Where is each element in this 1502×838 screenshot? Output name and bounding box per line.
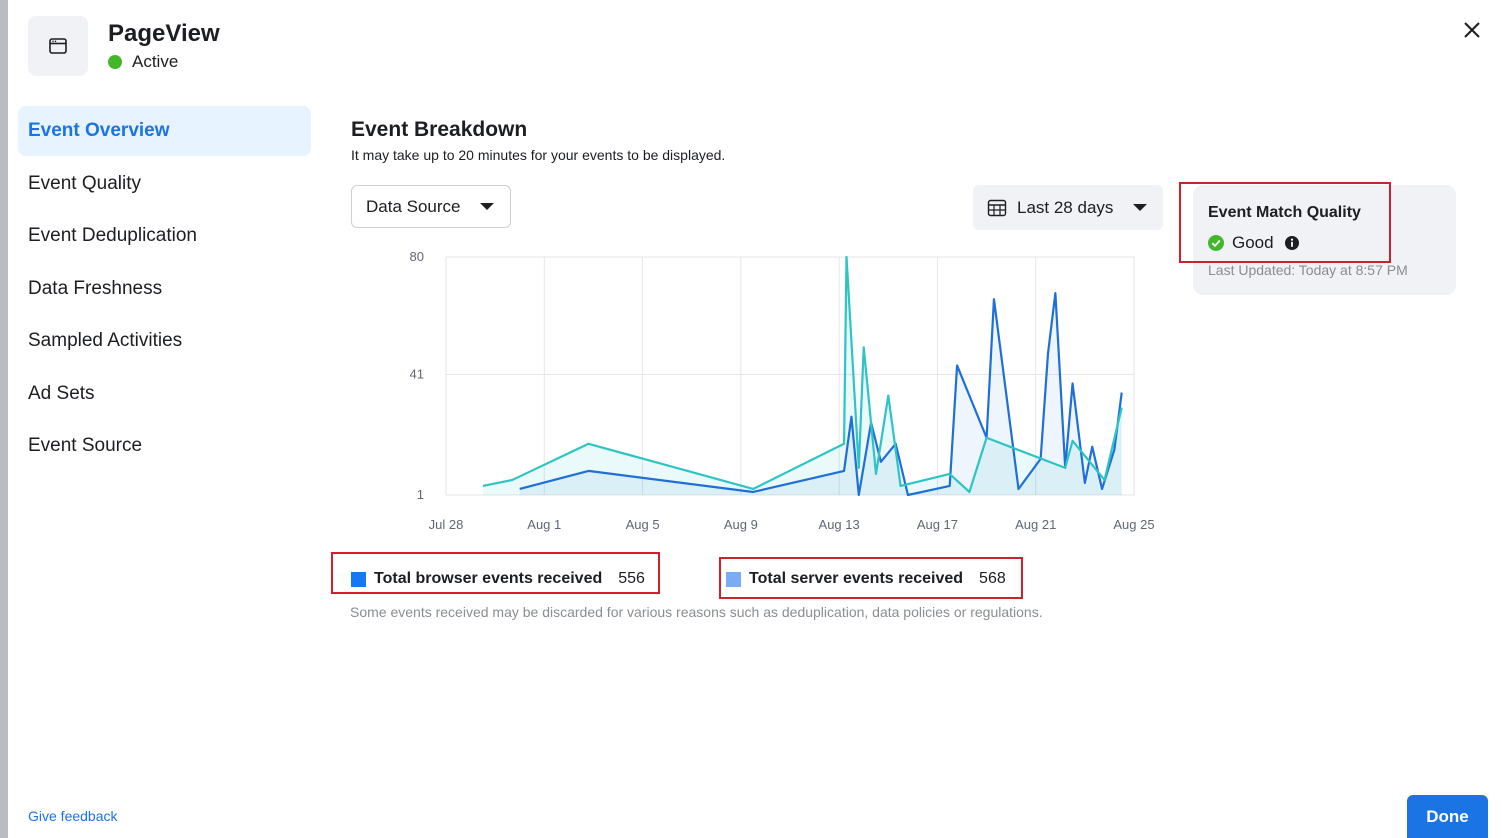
y-tick-label: 41 <box>410 366 424 381</box>
highlight-box-emq <box>1179 182 1391 263</box>
series-area-server <box>482 257 1122 495</box>
legend-count-server: 568 <box>979 570 1006 587</box>
legend-browser-events: Total browser events received 556 <box>351 570 645 588</box>
event-breakdown-chart: Jul 28 Aug 1 Aug 5 Aug 9 Aug 13 Aug 17 Aug 21 A… <box>410 249 1155 532</box>
footnote: Some events received may be discarded fo… <box>350 604 1043 620</box>
x-tick-label: Aug 13 <box>819 517 860 532</box>
check-circle-icon <box>1208 235 1224 251</box>
legend-swatch-browser <box>351 571 366 587</box>
x-tick-label: Aug 1 <box>527 517 561 532</box>
calendar-icon <box>987 199 1007 216</box>
series-line-server <box>482 255 1123 494</box>
highlight-box-browser <box>331 552 660 594</box>
date-range-dropdown[interactable]: Last 28 days <box>973 185 1163 230</box>
sidebar-item-ad-sets[interactable]: Ad Sets <box>28 382 95 404</box>
sidebar-item-data-freshness[interactable]: Data Freshness <box>28 277 163 299</box>
caret-down-icon <box>1133 204 1147 211</box>
info-icon[interactable] <box>1284 235 1300 251</box>
x-tick-label: Aug 17 <box>917 517 958 532</box>
active-status-dot-icon <box>108 55 122 69</box>
give-feedback-link[interactable]: Give feedback <box>28 808 118 824</box>
x-tick-label: Aug 9 <box>724 517 758 532</box>
caret-down-icon <box>480 203 494 210</box>
data-source-dropdown[interactable]: Data Source <box>351 185 511 228</box>
legend-swatch-server <box>726 571 741 587</box>
section-subtitle: It may take up to 20 minutes for your ev… <box>351 147 726 163</box>
done-button[interactable]: Done <box>1407 795 1488 838</box>
y-tick-label: 1 <box>417 487 424 502</box>
legend-server-events: Total server events received 568 <box>726 570 1006 588</box>
legend-label-server: Total server events received <box>749 570 964 587</box>
date-range-label: Last 28 days <box>1017 197 1114 217</box>
emq-last-updated: Last Updated: Today at 8:57 PM <box>1208 262 1408 278</box>
y-tick-label: 80 <box>410 249 424 264</box>
status-label: Active <box>132 52 179 71</box>
sidebar-item-event-deduplication[interactable]: Event Deduplication <box>28 225 197 246</box>
emq-title: Event Match Quality <box>1208 204 1361 221</box>
section-title: Event Breakdown <box>351 118 528 141</box>
x-tick-label: Aug 25 <box>1113 517 1154 532</box>
sidebar-item-event-overview[interactable]: Event Overview <box>18 106 311 156</box>
legend-label-browser: Total browser events received <box>374 570 603 587</box>
background-page-strip <box>0 0 8 838</box>
emq-rating-label: Good <box>1232 233 1274 252</box>
x-tick-label: Jul 28 <box>429 517 464 532</box>
browser-window-icon <box>28 16 88 76</box>
close-icon[interactable] <box>1460 18 1484 42</box>
sidebar-item-event-source[interactable]: Event Source <box>28 435 143 456</box>
event-status: Active <box>108 52 178 72</box>
series-area-browser <box>519 293 1122 495</box>
highlight-box-server <box>719 557 1023 599</box>
sidebar-nav: Event Overview Event Quality Event Dedup… <box>18 106 311 474</box>
event-details-dialog: PageView Active Event Overview Event Qua… <box>8 0 1502 838</box>
event-title: PageView <box>108 20 220 47</box>
emq-rating: Good <box>1208 233 1300 253</box>
x-tick-label: Aug 21 <box>1015 517 1056 532</box>
sidebar-item-event-quality[interactable]: Event Quality <box>28 172 141 194</box>
data-source-label: Data Source <box>366 196 461 216</box>
x-tick-label: Aug 5 <box>626 517 660 532</box>
event-match-quality-card: Event Match Quality Good Last Updated: T… <box>1193 185 1456 295</box>
legend-count-browser: 556 <box>618 570 645 587</box>
sidebar-item-sampled-activities[interactable]: Sampled Activities <box>28 330 183 351</box>
